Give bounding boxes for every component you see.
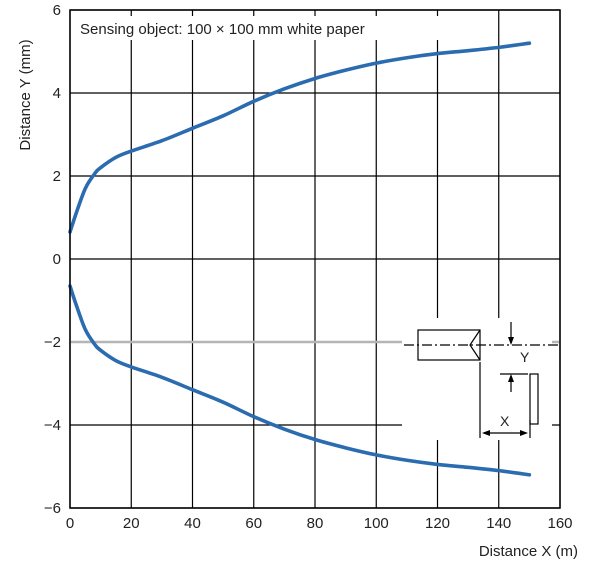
x-tick-label: 120 — [425, 515, 450, 532]
diagram-y-label: Y — [520, 349, 530, 365]
y-tick-label: −2 — [44, 334, 61, 351]
arrow-head — [482, 430, 490, 436]
lower-boundary-line — [68, 284, 532, 477]
sensor-diagram: YX — [402, 318, 560, 440]
x-tick-label: 0 — [66, 515, 74, 532]
x-tick-label: 140 — [486, 515, 511, 532]
sensor-lens — [469, 329, 481, 361]
y-tick-label: 6 — [53, 2, 61, 19]
x-tick-label: 160 — [547, 515, 572, 532]
x-tick-labels: 0 20 40 60 80 100 120 140 160 — [66, 515, 573, 532]
target-object — [529, 373, 539, 425]
x-tick-label: 100 — [364, 515, 389, 532]
annotation-background — [74, 16, 486, 40]
x-tick-label: 60 — [245, 515, 262, 532]
plot-frame — [69, 9, 561, 509]
y-tick-label: −6 — [44, 500, 61, 517]
arrow-head — [520, 430, 528, 436]
chart-annotation: Sensing object: 100 × 100 mm white paper — [80, 21, 365, 38]
y-tick-label: 0 — [53, 251, 61, 268]
x-tick-label: 80 — [307, 515, 324, 532]
x-tick-label: 20 — [123, 515, 140, 532]
diagram-x-label: X — [500, 413, 510, 429]
data-lines — [68, 41, 532, 477]
y-tick-label: −4 — [44, 417, 61, 434]
diagram-background — [402, 318, 552, 440]
y-tick-label: 4 — [53, 85, 61, 102]
arrow-head — [508, 374, 514, 382]
x-axis-label: Distance X (m) — [479, 543, 578, 560]
y-tick-labels: −6 −4 −2 0 2 4 6 — [44, 2, 61, 517]
x-tick-label: 40 — [184, 515, 201, 532]
upper-boundary-line — [68, 41, 532, 234]
y-axis-label: Distance Y (mm) — [17, 39, 34, 150]
arrow-head — [508, 337, 514, 345]
y-tick-label: 2 — [53, 168, 61, 185]
